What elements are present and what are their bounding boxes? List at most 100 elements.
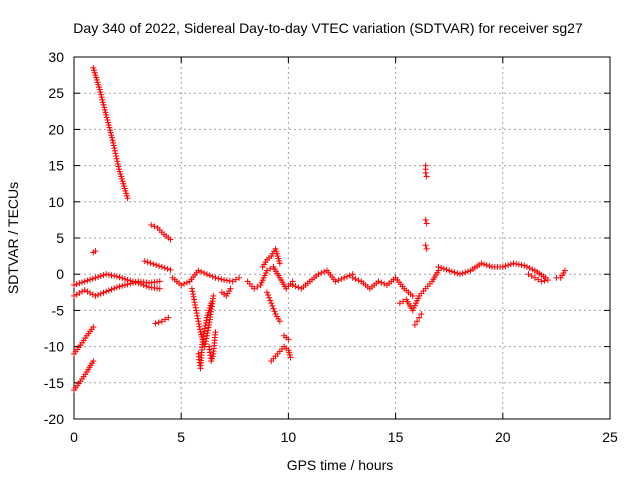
- data-point: [154, 278, 161, 285]
- data-point: [108, 272, 115, 279]
- data-point: [203, 317, 210, 324]
- data-point: [119, 282, 126, 289]
- y-tick-label: 30: [48, 49, 64, 65]
- grid: [74, 57, 610, 419]
- data-point: [195, 320, 202, 327]
- data-point: [268, 300, 275, 307]
- data-point: [98, 94, 105, 101]
- y-tick-label: 15: [48, 158, 64, 174]
- data-point: [434, 269, 441, 276]
- data-point: [105, 287, 112, 294]
- y-axis: -20 -15 -10 -5 0 5 10 15 20 25 30: [44, 49, 610, 427]
- data-point: [200, 330, 207, 337]
- data-point: [108, 134, 115, 141]
- y-tick-label: 20: [48, 121, 64, 137]
- data-point: [82, 371, 89, 378]
- data-point: [321, 268, 328, 275]
- data-point: [523, 263, 530, 270]
- data-point: [76, 280, 83, 287]
- data-point: [105, 271, 112, 278]
- data-point: [153, 262, 160, 269]
- data-point: [422, 166, 429, 173]
- data-point: [87, 276, 94, 283]
- data-point: [507, 261, 514, 268]
- data-point: [202, 322, 209, 329]
- data-point: [194, 312, 201, 319]
- y-axis-title: SDTVAR / TECUs: [5, 182, 21, 294]
- data-point: [335, 277, 342, 284]
- data-point: [148, 221, 155, 228]
- data-point: [95, 291, 102, 298]
- data-point: [162, 316, 169, 323]
- data-point: [89, 275, 96, 282]
- data-point: [266, 294, 273, 301]
- x-axis-title: GPS time / hours: [287, 457, 394, 473]
- x-axis: 0 5 10 15 20 25: [70, 57, 618, 445]
- data-point: [158, 229, 165, 236]
- data-point: [481, 261, 488, 268]
- chart-title: Day 340 of 2022, Sidereal Day-to-day VTE…: [73, 20, 583, 36]
- data-point: [156, 262, 163, 269]
- data-point: [278, 346, 285, 353]
- data-point: [435, 263, 442, 270]
- data-point: [486, 263, 493, 270]
- data-point: [102, 109, 109, 116]
- data-point: [448, 268, 455, 275]
- data-point: [420, 288, 427, 295]
- data-point: [349, 274, 356, 281]
- data-point: [164, 265, 171, 272]
- data-point: [521, 262, 528, 269]
- data-point: [267, 297, 274, 304]
- data-point: [266, 254, 273, 261]
- data-point: [201, 325, 208, 332]
- data-point: [105, 119, 112, 126]
- data-point: [341, 274, 348, 281]
- data-point: [87, 290, 94, 297]
- data-point: [454, 270, 461, 277]
- data-point: [147, 260, 154, 267]
- data-point: [191, 299, 198, 306]
- data-point: [97, 273, 104, 280]
- data-point: [513, 260, 520, 267]
- data-point: [92, 248, 99, 255]
- data-point: [111, 272, 118, 279]
- data-point: [132, 279, 139, 286]
- data-point: [378, 279, 385, 286]
- data-point: [95, 273, 102, 280]
- data-point: [111, 145, 118, 152]
- data-point: [92, 274, 99, 281]
- x-tick-label: 5: [177, 429, 185, 445]
- data-point: [212, 331, 219, 338]
- y-tick-label: 0: [56, 266, 64, 282]
- data-point: [88, 326, 95, 333]
- data-point: [272, 353, 279, 360]
- data-point: [505, 262, 512, 269]
- data-point: [104, 116, 111, 123]
- data-point: [141, 258, 148, 265]
- data-point: [415, 295, 422, 302]
- data-point: [304, 280, 311, 287]
- data-point: [209, 353, 216, 360]
- data-point: [202, 338, 209, 345]
- data-point: [248, 283, 255, 290]
- data-point: [205, 324, 212, 331]
- y-tick-label: -15: [44, 375, 64, 391]
- data-point: [540, 273, 547, 280]
- data-point: [106, 124, 113, 131]
- data-point: [286, 352, 293, 359]
- y-tick-label: -5: [52, 302, 65, 318]
- data-point: [418, 311, 425, 318]
- y-tick-label: -10: [44, 339, 64, 355]
- data-point: [269, 302, 276, 309]
- data-point: [201, 269, 208, 276]
- data-point: [263, 289, 270, 296]
- y-tick-label: 25: [48, 85, 64, 101]
- data-point: [531, 274, 538, 281]
- data-point: [221, 291, 228, 298]
- data-point: [110, 139, 117, 146]
- data-point: [155, 319, 162, 326]
- data-point: [81, 278, 88, 285]
- data-point: [218, 276, 225, 283]
- data-point: [423, 220, 430, 227]
- data-point: [101, 104, 108, 111]
